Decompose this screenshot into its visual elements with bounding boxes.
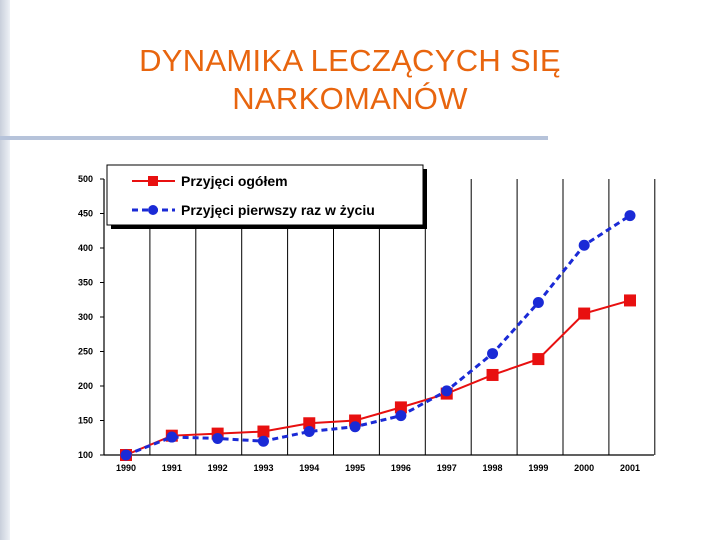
data-point-circle — [578, 239, 590, 251]
y-tick-label: 500 — [78, 174, 93, 184]
x-tick-label: 1996 — [391, 463, 411, 473]
x-tick-label: 1993 — [253, 463, 273, 473]
x-tick-label: 1990 — [116, 463, 136, 473]
data-point-square — [303, 417, 316, 430]
data-point-circle — [120, 449, 132, 461]
data-point-circle — [166, 431, 178, 443]
data-point-circle — [487, 348, 499, 360]
data-point-circle — [395, 410, 407, 422]
data-point-circle — [349, 421, 361, 433]
legend-label: Przyjęci pierwszy raz w życiu — [181, 202, 375, 218]
y-tick-label: 250 — [78, 347, 93, 357]
data-point-square — [394, 401, 407, 414]
y-tick-label: 200 — [78, 381, 93, 391]
y-tick-label: 350 — [78, 278, 93, 288]
x-tick-label: 1999 — [528, 463, 548, 473]
x-tick-label: 2001 — [620, 463, 640, 473]
title-line-2: NARKOMANÓW — [232, 81, 468, 116]
legend-marker-square — [148, 176, 158, 186]
title-line-1: DYNAMIKA LECZĄCYCH SIĘ — [139, 43, 561, 78]
data-point-square — [578, 307, 591, 320]
data-point-circle — [303, 426, 315, 438]
x-tick-label: 1998 — [483, 463, 503, 473]
x-tick-label: 1997 — [437, 463, 457, 473]
x-tick-label: 1992 — [208, 463, 228, 473]
side-band — [0, 0, 10, 540]
data-point-square — [624, 294, 636, 307]
y-tick-label: 150 — [78, 416, 93, 426]
y-tick-label: 300 — [78, 312, 93, 322]
data-point-circle — [257, 435, 269, 447]
series-line-1 — [125, 299, 631, 456]
legend-label: Przyjęci ogółem — [181, 173, 288, 189]
series-line-2 — [125, 214, 631, 457]
data-point-square — [486, 368, 499, 381]
x-tick-label: 1994 — [299, 463, 319, 473]
x-tick-label: 2000 — [574, 463, 594, 473]
title-underline — [0, 136, 548, 140]
data-point-circle — [532, 297, 544, 309]
data-point-circle — [441, 385, 453, 397]
data-point-circle — [624, 210, 636, 222]
x-tick-label: 1991 — [162, 463, 182, 473]
y-tick-label: 400 — [78, 243, 93, 253]
data-point-square — [257, 425, 270, 438]
data-point-circle — [212, 432, 224, 444]
x-tick-label: 1995 — [345, 463, 365, 473]
data-point-square — [532, 353, 545, 366]
legend-marker-circle — [148, 205, 158, 215]
legend-box — [106, 164, 424, 226]
y-tick-label: 100 — [78, 450, 93, 460]
y-tick-label: 450 — [78, 209, 93, 219]
slide-title: DYNAMIKA LECZĄCYCH SIĘ NARKOMANÓW — [120, 42, 580, 118]
